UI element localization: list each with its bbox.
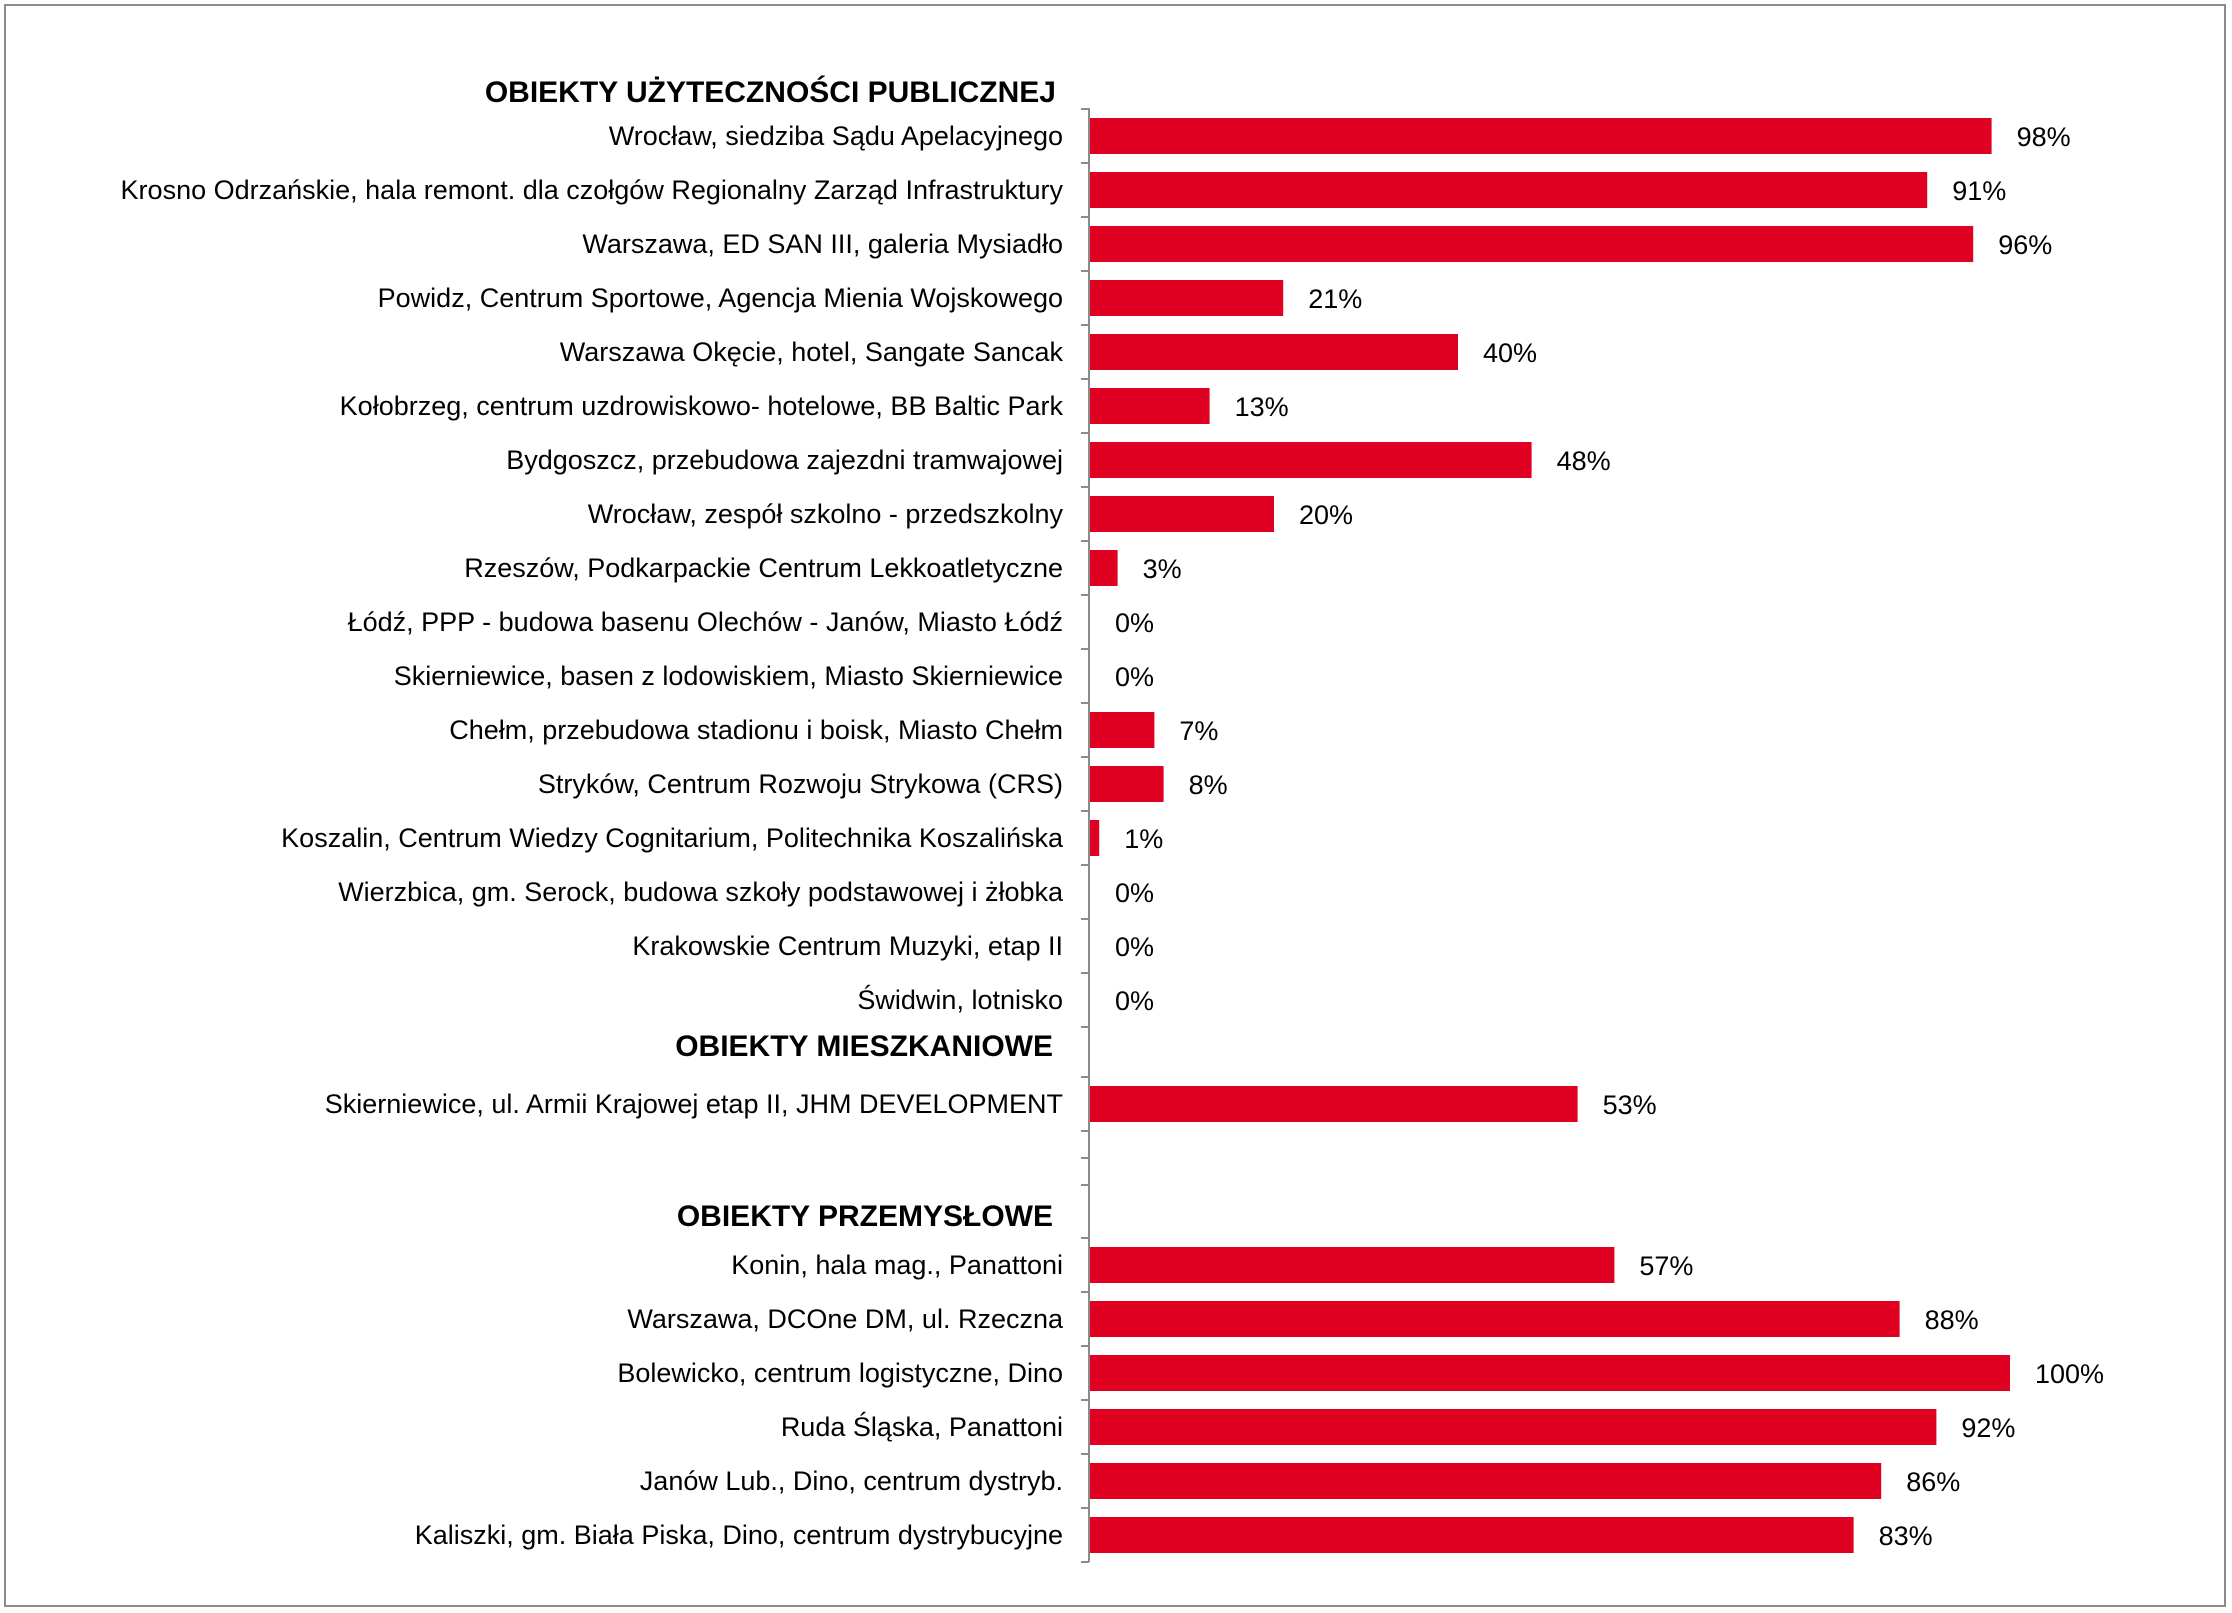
bar: [1090, 172, 1928, 208]
section-header: OBIEKTY MIESZKANIOWE: [675, 1030, 1053, 1063]
data-label: 92%: [1961, 1413, 2015, 1443]
bar: [1090, 496, 1274, 532]
category-label: Janów Lub., Dino, centrum dystryb.: [640, 1466, 1063, 1496]
bar: [1090, 1463, 1882, 1499]
category-label: Stryków, Centrum Rozwoju Strykowa (CRS): [538, 769, 1063, 799]
data-label: 0%: [1115, 986, 1154, 1016]
data-label: 96%: [1998, 230, 2052, 260]
bar: [1090, 766, 1164, 802]
data-label: 0%: [1115, 662, 1154, 692]
category-label: Bolewicko, centrum logistyczne, Dino: [617, 1358, 1063, 1388]
data-label: 91%: [1952, 176, 2006, 206]
bar: [1090, 442, 1532, 478]
section-header: OBIEKTY UŻYTECZNOŚCI PUBLICZNEJ: [485, 75, 1056, 109]
category-label: Ruda Śląska, Panattoni: [781, 1410, 1063, 1442]
data-label: 1%: [1124, 824, 1163, 854]
bar: [1090, 1355, 2010, 1391]
data-label: 21%: [1308, 284, 1362, 314]
category-label: Warszawa Okęcie, hotel, Sangate Sancak: [560, 337, 1064, 367]
category-label: Warszawa, DCOne DM, ul. Rzeczna: [627, 1304, 1064, 1334]
category-label: Kaliszki, gm. Biała Piska, Dino, centrum…: [415, 1520, 1063, 1550]
data-label: 53%: [1603, 1090, 1657, 1120]
bar: [1090, 712, 1155, 748]
data-label: 98%: [2017, 122, 2071, 152]
data-label: 8%: [1189, 770, 1228, 800]
category-label: Kołobrzeg, centrum uzdrowiskowo- hotelow…: [340, 391, 1064, 421]
data-label: 57%: [1639, 1251, 1693, 1281]
data-label: 88%: [1925, 1305, 1979, 1335]
category-label: Bydgoszcz, przebudowa zajezdni tramwajow…: [506, 445, 1063, 475]
bar: [1090, 280, 1284, 316]
bar: [1090, 118, 1992, 154]
data-label: 0%: [1115, 878, 1154, 908]
data-label: 83%: [1879, 1521, 1933, 1551]
category-label: Chełm, przebudowa stadionu i boisk, Mias…: [449, 715, 1063, 745]
bar: [1090, 1517, 1854, 1553]
chart-frame: [4, 4, 2226, 1607]
category-label: Skierniewice, ul. Armii Krajowej etap II…: [325, 1089, 1063, 1119]
category-label: Wierzbica, gm. Serock, budowa szkoły pod…: [338, 877, 1064, 907]
category-label: Konin, hala mag., Panattoni: [731, 1250, 1063, 1280]
data-label: 7%: [1179, 716, 1218, 746]
category-label: Wrocław, siedziba Sądu Apelacyjnego: [609, 121, 1063, 151]
data-label: 48%: [1557, 446, 1611, 476]
bar: [1090, 334, 1458, 370]
category-label: Rzeszów, Podkarpackie Centrum Lekkoatlet…: [464, 553, 1063, 583]
bar: [1090, 1247, 1615, 1283]
category-label: Powidz, Centrum Sportowe, Agencja Mienia…: [378, 283, 1063, 313]
data-label: 100%: [2035, 1359, 2104, 1389]
bar: [1090, 1086, 1578, 1122]
data-label: 40%: [1483, 338, 1537, 368]
category-label: Krosno Odrzańskie, hala remont. dla czoł…: [121, 175, 1064, 205]
data-label: 3%: [1143, 554, 1182, 584]
data-label: 0%: [1115, 932, 1154, 962]
category-label: Krakowskie Centrum Muzyki, etap II: [632, 931, 1063, 961]
category-label: Łódź, PPP - budowa basenu Olechów - Janó…: [348, 607, 1063, 637]
category-label: Koszalin, Centrum Wiedzy Cognitarium, Po…: [281, 823, 1064, 853]
data-label: 0%: [1115, 608, 1154, 638]
bar: [1090, 1301, 1900, 1337]
bar: [1090, 388, 1210, 424]
category-label: Warszawa, ED SAN III, galeria Mysiadło: [582, 229, 1063, 259]
data-label: 20%: [1299, 500, 1353, 530]
data-label: 86%: [1906, 1467, 1960, 1497]
bar: [1090, 820, 1100, 856]
bar: [1090, 550, 1118, 586]
section-header: OBIEKTY PRZEMYSŁOWE: [677, 1200, 1053, 1233]
bar: [1090, 1409, 1937, 1445]
category-label: Świdwin, lotnisko: [857, 983, 1063, 1015]
data-label: 13%: [1235, 392, 1289, 422]
category-label: Skierniewice, basen z lodowiskiem, Miast…: [394, 661, 1063, 691]
bar: [1090, 226, 1974, 262]
category-label: Wrocław, zespół szkolno - przedszkolny: [588, 499, 1064, 529]
